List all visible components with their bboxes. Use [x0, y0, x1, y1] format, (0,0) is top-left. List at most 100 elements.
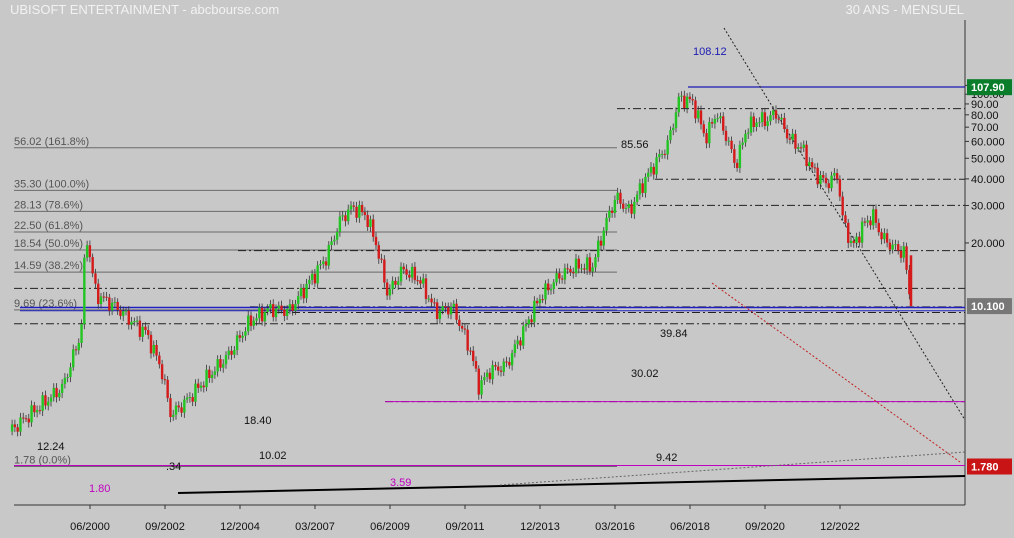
candle-body: [197, 383, 200, 388]
candle-body: [574, 258, 578, 274]
candle-body: [524, 324, 528, 327]
x-tick-label: 12/2004: [220, 521, 260, 533]
candle-body: [863, 221, 867, 223]
candle-body: [358, 205, 361, 218]
candle-body: [894, 244, 897, 246]
candle-body: [438, 310, 442, 320]
level-annotation: 39.84: [660, 328, 688, 340]
candle-body: [110, 302, 114, 311]
candle-body: [513, 344, 517, 354]
candle-body: [205, 369, 208, 388]
candle-body: [847, 222, 850, 243]
candle-body: [713, 118, 717, 124]
candle-body: [163, 379, 167, 381]
candle-body: [105, 296, 108, 298]
candle-body: [616, 192, 619, 201]
candle-body: [188, 397, 192, 399]
candle-body: [327, 245, 330, 266]
candle-body: [552, 282, 555, 289]
candle-body: [624, 207, 628, 209]
candle-body: [638, 183, 642, 195]
candle-body: [372, 219, 375, 237]
candle-body: [510, 353, 514, 366]
candle-body: [516, 340, 519, 345]
candle-body: [663, 153, 667, 155]
candle-body: [774, 110, 778, 119]
candle-body: [794, 133, 797, 149]
candle-body: [688, 96, 692, 100]
candle-body: [666, 140, 669, 155]
candle-body: [502, 361, 505, 372]
price-badge-label: 107.90: [971, 82, 1005, 94]
candle-body: [669, 130, 672, 141]
candle-body: [855, 236, 858, 243]
candle-body: [744, 133, 747, 143]
candle-body: [758, 122, 761, 124]
y-tick-label: 70.00: [971, 122, 999, 134]
candle-body: [191, 397, 194, 402]
level-annotation: 12.24: [37, 441, 65, 453]
candle-body: [94, 273, 97, 284]
candle-body: [469, 350, 472, 352]
fib-level-label: 22.50 (61.8%): [14, 220, 83, 232]
candle-body: [816, 167, 819, 185]
candle-body: [349, 205, 353, 210]
candle-body: [599, 240, 603, 246]
candle-body: [49, 397, 53, 402]
candle-body: [833, 173, 836, 176]
price-badge: [967, 79, 1012, 96]
candle-body: [541, 299, 544, 301]
candle-body: [655, 157, 658, 175]
candle-body: [408, 274, 411, 278]
candle-body: [519, 340, 522, 346]
x-tick-label: 06/2000: [70, 521, 110, 533]
candle-body: [366, 214, 369, 227]
candle-body: [652, 166, 655, 175]
fib-level-label: 56.02 (161.8%): [14, 136, 89, 148]
candle-body: [810, 162, 814, 168]
candle-body: [594, 257, 597, 268]
candle-body: [527, 319, 530, 325]
candle-body: [722, 116, 725, 131]
candle-body: [841, 196, 844, 216]
candle-body: [394, 280, 397, 285]
candle-body: [897, 244, 900, 251]
candle-body: [72, 349, 75, 368]
candle-body: [174, 405, 178, 415]
candle-body: [363, 212, 367, 215]
y-tick-label: 80.00: [971, 110, 999, 122]
candle-body: [127, 310, 130, 325]
candle-body: [560, 278, 564, 280]
candle-body: [27, 418, 30, 423]
candle-body: [16, 427, 19, 432]
x-tick-label: 12/2013: [520, 521, 560, 533]
candle-body: [355, 206, 358, 218]
candle-body: [872, 209, 875, 226]
chart-title-left: UBISOFT ENTERTAINMENT - abcbourse.com: [10, 2, 280, 17]
candle-body: [763, 112, 767, 127]
candle-body: [674, 112, 678, 128]
candle-body: [588, 257, 592, 272]
candle-body: [88, 245, 92, 258]
candle-body: [308, 279, 311, 284]
candle-body: [210, 374, 214, 379]
candle-body: [716, 118, 719, 120]
candle-body: [60, 383, 64, 393]
candle-body: [377, 245, 380, 259]
candle-body: [255, 318, 258, 321]
x-tick-label: 09/2002: [145, 521, 185, 533]
price-badge-label: 1.780: [971, 462, 999, 474]
y-tick-label: 30.000: [971, 200, 1005, 212]
candle-body: [313, 273, 317, 284]
candle-body: [488, 372, 492, 380]
candle-body: [708, 122, 711, 144]
candle-body: [458, 319, 461, 326]
candle-body: [169, 398, 172, 418]
candle-body: [424, 278, 428, 299]
candle-body: [116, 301, 119, 310]
red-trend-line: [711, 282, 961, 463]
candle-body: [769, 115, 772, 122]
chart-title-right: 30 ANS - MENSUEL: [845, 2, 965, 17]
candle-body: [208, 369, 211, 379]
candle-body: [258, 307, 261, 319]
